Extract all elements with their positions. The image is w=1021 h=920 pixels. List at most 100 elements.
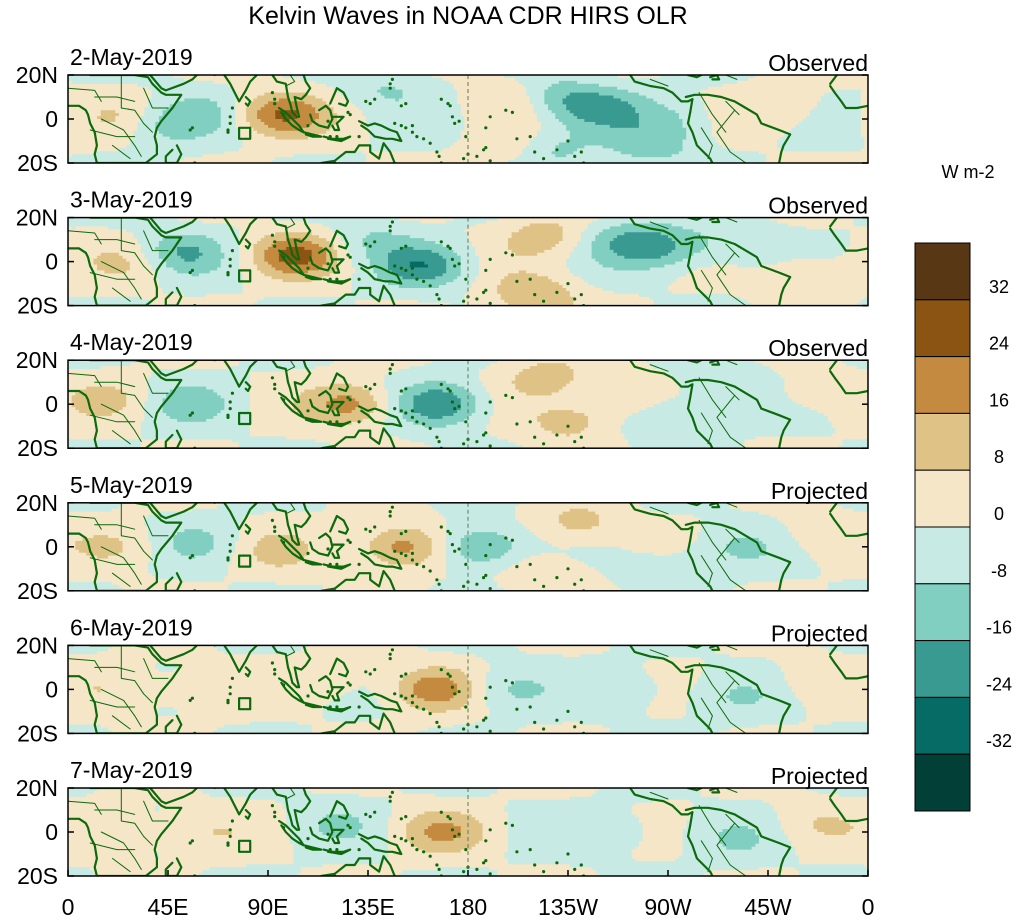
olr-cell (380, 86, 396, 91)
olr-cell (286, 814, 327, 818)
olr-cell (631, 811, 691, 815)
island-dot (462, 870, 466, 874)
olr-cell (78, 410, 120, 414)
country-border (143, 87, 169, 109)
olr-cell (220, 116, 236, 120)
olr-cell (148, 392, 167, 396)
island-dot (435, 863, 439, 867)
olr-cell (246, 864, 324, 868)
olr-cell (686, 130, 713, 135)
olr-cell (68, 223, 229, 227)
olr-cell (137, 241, 160, 245)
olr-cell (675, 246, 705, 251)
olr-cell (533, 680, 655, 685)
coastline (686, 383, 714, 449)
olr-cell (148, 395, 167, 399)
olr-cell (551, 279, 585, 283)
olr-cell (373, 718, 484, 723)
olr-cell (471, 680, 487, 685)
olr-cell (508, 811, 633, 815)
olr-cell (460, 834, 484, 839)
olr-cell (464, 293, 502, 298)
olr-cell (693, 252, 844, 257)
island-dot (437, 725, 441, 729)
olr-cell (198, 873, 298, 876)
olr-cell (275, 113, 298, 117)
olr-cell (373, 395, 389, 399)
olr-cell (457, 252, 476, 257)
olr-cell (366, 252, 389, 257)
olr-cell (260, 238, 287, 242)
island-dot (428, 141, 432, 145)
olr-cell (68, 721, 251, 726)
island-dot (439, 525, 443, 529)
olr-cell (406, 823, 433, 827)
olr-cell (235, 104, 251, 108)
olr-cell (257, 543, 309, 548)
olr-cell (140, 421, 251, 426)
island-dot (428, 854, 432, 858)
coastline (68, 502, 183, 591)
olr-cell (93, 686, 102, 690)
olr-cell (169, 136, 196, 141)
olr-cell (184, 77, 302, 82)
olr-cell (642, 505, 731, 510)
olr-cell (180, 552, 207, 557)
olr-cell (297, 873, 400, 876)
olr-cell (257, 95, 316, 100)
olr-cell (409, 540, 433, 545)
olr-cell (286, 826, 320, 830)
olr-cell (409, 820, 480, 824)
olr-cell (729, 698, 760, 702)
olr-cell (260, 107, 316, 111)
olr-cell (438, 511, 516, 516)
olr-cell (68, 802, 284, 807)
olr-cell (249, 721, 298, 726)
olr-cell (809, 407, 868, 411)
olr-cell (493, 401, 662, 405)
island-dot (450, 685, 454, 689)
olr-cell (795, 852, 868, 857)
olr-cell (337, 249, 349, 254)
olr-cell (155, 576, 225, 580)
olr-cell (566, 258, 596, 263)
olr-cell (351, 252, 367, 257)
olr-cell (402, 392, 422, 396)
olr-cell (758, 837, 789, 842)
island-dot (435, 293, 439, 297)
island-dot (573, 725, 577, 729)
olr-cell (511, 235, 564, 239)
olr-cell (366, 686, 400, 690)
olr-cell (671, 238, 709, 242)
olr-cell (308, 270, 335, 274)
island-dot (190, 411, 194, 415)
olr-cell (526, 724, 604, 729)
olr-cell (71, 154, 204, 158)
olr-cell (278, 249, 313, 254)
olr-cell (860, 127, 868, 132)
coastline (329, 229, 350, 250)
olr-cell (275, 127, 302, 132)
olr-cell (242, 290, 353, 295)
olr-cell (191, 508, 324, 513)
olr-cell (329, 127, 371, 132)
olr-cell (817, 101, 862, 105)
olr-cell (708, 238, 851, 242)
olr-cell (486, 430, 553, 435)
olr-cell (311, 727, 429, 732)
olr-cell (257, 110, 276, 114)
olr-cell (329, 241, 345, 245)
olr-cell (369, 145, 451, 149)
olr-cell (297, 561, 389, 565)
island-dot (393, 549, 397, 553)
island-dot (457, 547, 461, 551)
olr-cell (562, 98, 622, 102)
island-dot (415, 848, 419, 852)
olr-cell (500, 279, 553, 283)
olr-cell (522, 148, 556, 152)
olr-cell (209, 270, 240, 274)
olr-cell (566, 261, 600, 266)
country-border (285, 645, 296, 657)
island-dot (484, 268, 488, 272)
